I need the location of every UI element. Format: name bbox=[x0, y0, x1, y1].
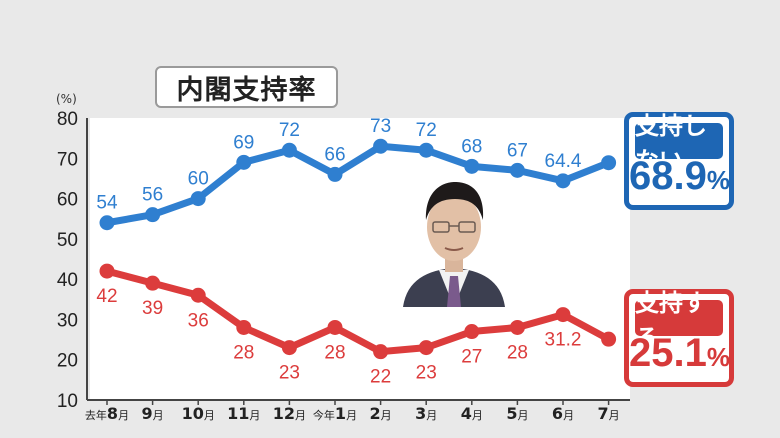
data-label: 54 bbox=[96, 193, 118, 214]
data-labels: 54 56 60 69 72 66 73 72 68 67 64.4 42 39 36 28 23 28 22 23… bbox=[96, 116, 581, 387]
svg-text:4月: 4月 bbox=[461, 404, 483, 423]
svg-text:5月: 5月 bbox=[506, 404, 528, 423]
y-unit-label: (%) bbox=[56, 92, 77, 106]
data-point bbox=[418, 340, 434, 356]
svg-text:7月: 7月 bbox=[598, 404, 620, 423]
svg-text:10月: 10月 bbox=[182, 404, 215, 423]
data-point bbox=[281, 142, 297, 158]
data-label: 67 bbox=[507, 140, 528, 161]
data-point bbox=[145, 275, 161, 291]
data-point bbox=[190, 191, 206, 207]
data-point bbox=[509, 162, 525, 178]
data-label: 56 bbox=[142, 185, 163, 206]
svg-text:12月: 12月 bbox=[273, 404, 306, 423]
data-point bbox=[601, 331, 617, 347]
y-tick-label: 50 bbox=[57, 230, 78, 251]
data-point bbox=[555, 307, 571, 323]
data-label: 72 bbox=[416, 120, 437, 141]
data-label: 23 bbox=[279, 363, 300, 384]
y-tick-label: 60 bbox=[57, 190, 78, 211]
data-point bbox=[236, 319, 252, 335]
x-tick-label: 9月 bbox=[142, 400, 164, 423]
svg-text:9月: 9月 bbox=[142, 404, 164, 423]
svg-text:6月: 6月 bbox=[552, 404, 574, 423]
x-tick-label: 去年8月 bbox=[85, 400, 129, 423]
x-axis: 去年8月 9月 10月 11月 12月 今年1月 2月 3月 4月 5月 6月 7月 bbox=[85, 399, 630, 423]
y-tick-label: 20 bbox=[57, 351, 78, 372]
x-tick-label: 3月 bbox=[415, 400, 437, 423]
y-axis: 10 20 30 40 50 60 70 80 bbox=[57, 109, 88, 412]
data-point bbox=[555, 173, 571, 189]
data-point bbox=[373, 344, 389, 360]
data-label: 27 bbox=[461, 347, 482, 368]
legend-oppose-value: 68.9% bbox=[629, 154, 730, 198]
y-tick-label: 80 bbox=[57, 109, 78, 130]
svg-text:去年8月: 去年8月 bbox=[85, 404, 129, 423]
data-point bbox=[281, 340, 297, 356]
data-label: 66 bbox=[324, 144, 345, 165]
series-line-oppose bbox=[103, 142, 613, 227]
data-point bbox=[99, 263, 115, 279]
svg-text:3月: 3月 bbox=[415, 404, 437, 423]
x-tick-label: 4月 bbox=[461, 400, 483, 423]
data-label: 31.2 bbox=[545, 330, 582, 351]
data-point bbox=[190, 287, 206, 303]
series-lines bbox=[99, 138, 617, 360]
x-tick-label: 12月 bbox=[273, 400, 306, 423]
data-label: 28 bbox=[233, 342, 254, 363]
y-tick-label: 30 bbox=[57, 310, 78, 331]
data-label: 60 bbox=[188, 169, 209, 190]
x-tick-label: 2月 bbox=[370, 400, 392, 423]
x-tick-label: 10月 bbox=[182, 400, 215, 423]
data-label: 23 bbox=[416, 363, 437, 384]
person-portrait-icon bbox=[395, 182, 513, 307]
data-label: 28 bbox=[507, 342, 528, 363]
legend-support-value: 25.1% bbox=[629, 331, 730, 375]
data-label: 72 bbox=[279, 120, 300, 141]
data-label: 36 bbox=[188, 310, 209, 331]
x-tick-label: 5月 bbox=[506, 400, 528, 423]
series-line-support bbox=[103, 267, 613, 356]
data-label: 39 bbox=[142, 298, 163, 319]
data-label: 28 bbox=[324, 342, 345, 363]
data-label: 73 bbox=[370, 116, 391, 137]
data-point bbox=[373, 138, 389, 154]
data-point bbox=[509, 319, 525, 335]
x-tick-label: 6月 bbox=[552, 400, 574, 423]
data-point bbox=[327, 319, 343, 335]
data-point bbox=[99, 215, 115, 231]
svg-text:2月: 2月 bbox=[370, 404, 392, 423]
data-label: 42 bbox=[96, 286, 117, 307]
y-tick-label: 10 bbox=[57, 391, 78, 412]
chart-title: 内閣支持率 bbox=[155, 66, 338, 108]
legend-support: 支持する 25.1% bbox=[624, 289, 734, 387]
data-label: 68 bbox=[461, 136, 482, 157]
data-point bbox=[464, 324, 480, 340]
data-label: 69 bbox=[233, 132, 254, 153]
data-label: 64.4 bbox=[545, 151, 582, 172]
data-label: 22 bbox=[370, 367, 391, 388]
data-point bbox=[418, 142, 434, 158]
x-tick-label: 7月 bbox=[598, 400, 620, 423]
plot-area bbox=[90, 118, 630, 400]
data-point bbox=[145, 207, 161, 223]
data-point bbox=[464, 158, 480, 174]
x-tick-label: 11月 bbox=[227, 400, 260, 423]
y-tick-label: 40 bbox=[57, 270, 78, 291]
legend-oppose: 支持しない 68.9% bbox=[624, 112, 734, 210]
data-point bbox=[327, 166, 343, 182]
svg-text:11月: 11月 bbox=[227, 404, 260, 423]
data-point bbox=[236, 154, 252, 170]
y-tick-label: 70 bbox=[57, 149, 78, 170]
data-point bbox=[601, 155, 617, 171]
svg-text:今年1月: 今年1月 bbox=[313, 404, 357, 423]
x-tick-label: 今年1月 bbox=[313, 400, 357, 423]
